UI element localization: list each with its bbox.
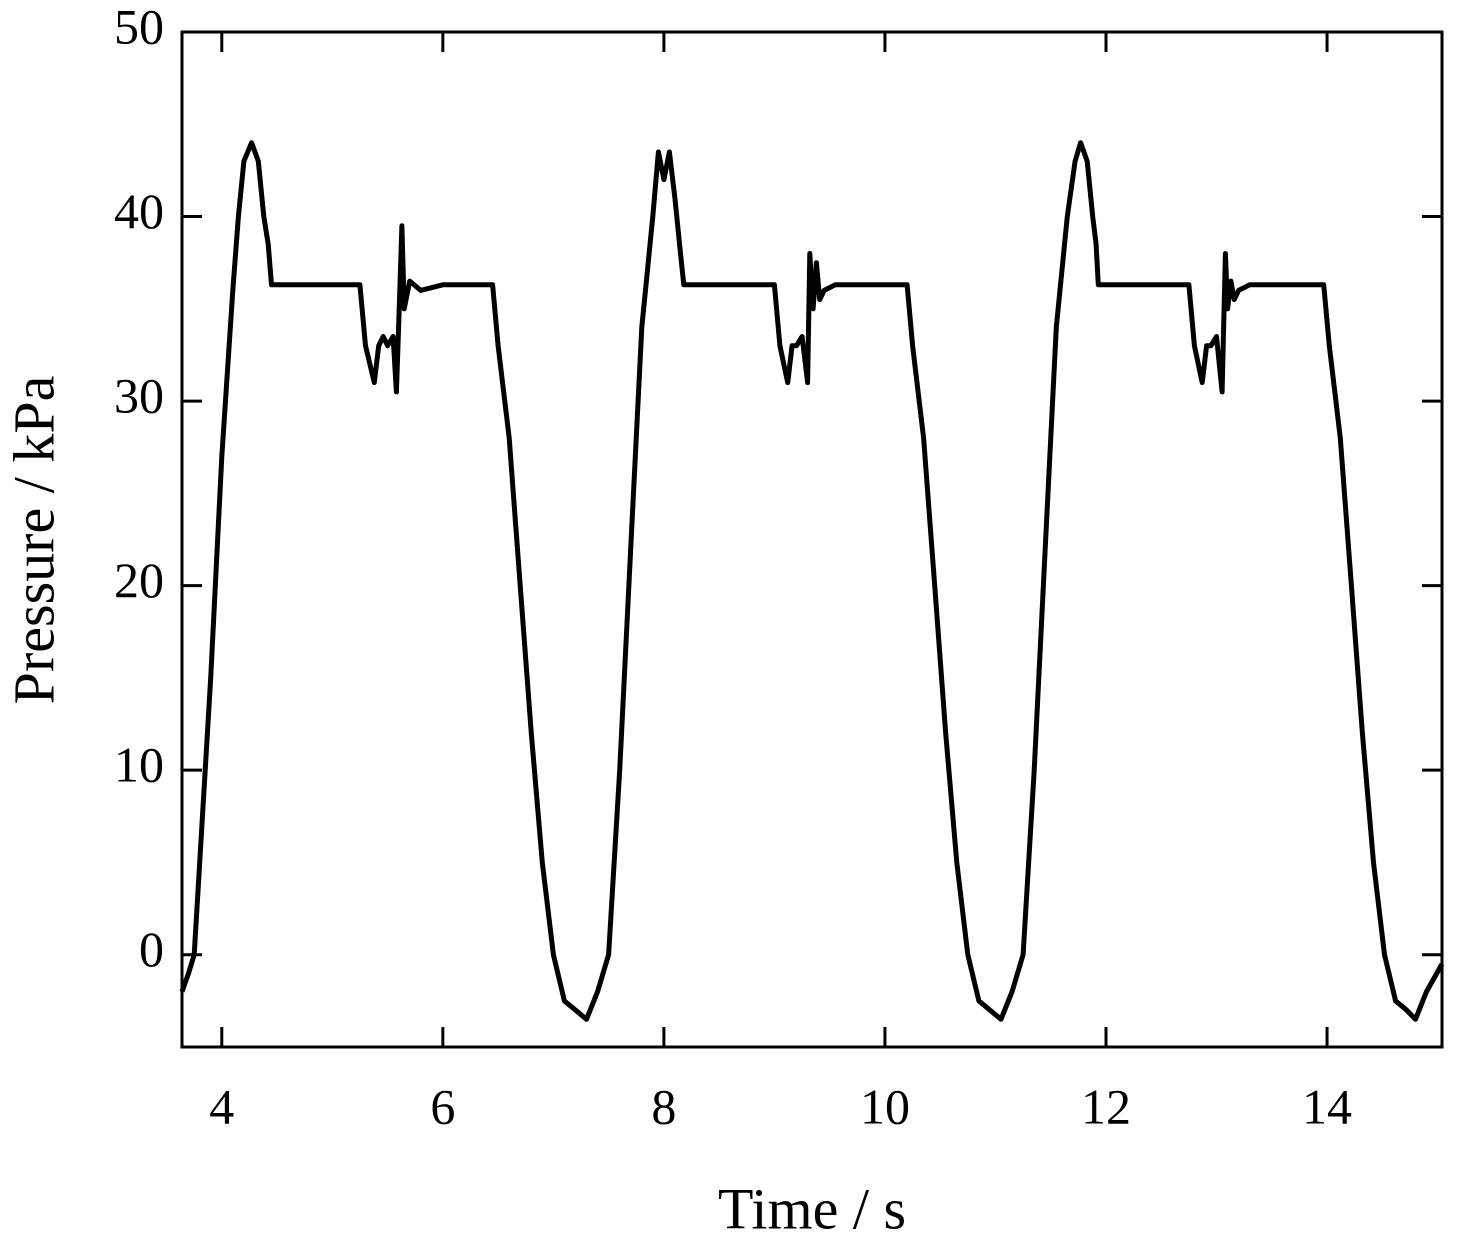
y-axis-label: Pressure / kPa: [1, 376, 66, 705]
data-line: [179, 140, 1445, 1022]
x-tick-label: 12: [1081, 1078, 1131, 1134]
y-tick-label: 10: [114, 737, 164, 793]
x-tick-label: 4: [209, 1078, 234, 1134]
y-tick-label: 40: [114, 183, 164, 239]
plot-frame: [180, 30, 1444, 1049]
y-tick-label: 20: [114, 552, 164, 608]
y-tick-label: 0: [139, 921, 164, 977]
x-tick-label: 10: [860, 1078, 910, 1134]
x-tick-label: 6: [430, 1078, 455, 1134]
x-tick-label: 14: [1302, 1078, 1352, 1134]
x-tick-label: 8: [651, 1078, 676, 1134]
y-tick-label: 30: [114, 368, 164, 424]
y-tick-label: 50: [114, 0, 164, 54]
x-axis-label: Time / s: [718, 1176, 906, 1241]
